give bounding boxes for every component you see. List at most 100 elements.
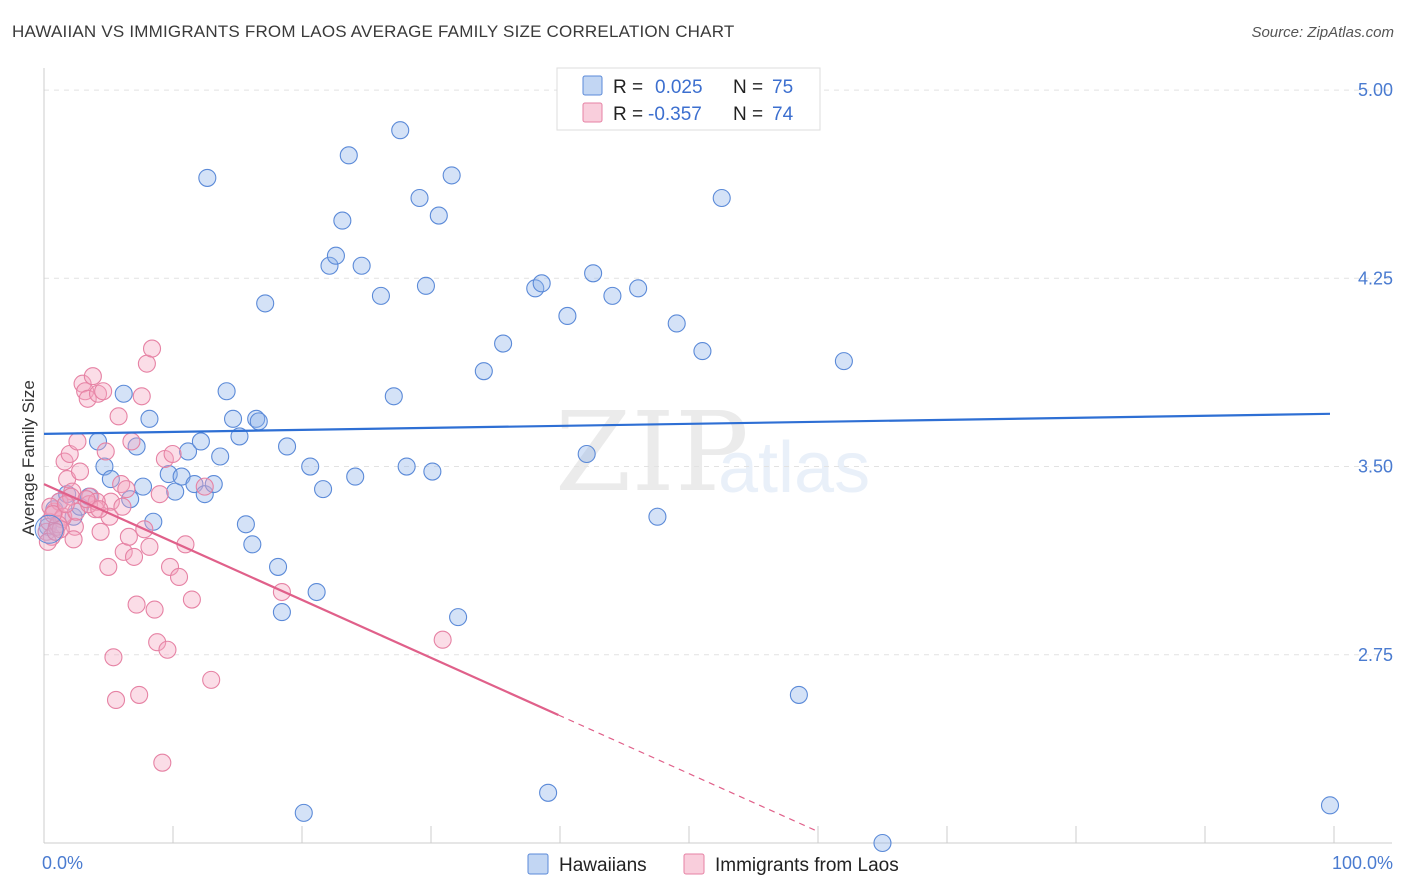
point-laos-52: [182, 590, 201, 609]
y-tick-label-3: 5.00: [1358, 80, 1393, 100]
legend-r-value-laos: -0.357: [648, 104, 702, 125]
point-hawaiians-26: [217, 382, 236, 401]
point-hawaiians-47: [371, 286, 390, 305]
source-label: Source: ZipAtlas.com: [1251, 24, 1394, 41]
point-hawaiians-46: [352, 256, 371, 275]
point-hawaiians-70: [712, 188, 731, 208]
point-hawaiians-51: [410, 188, 429, 208]
point-hawaiians-37: [294, 803, 313, 822]
bottom-legend-swatch-laos: [683, 853, 705, 875]
axes: [43, 68, 1392, 844]
x-tick-label-0: 0.0%: [42, 853, 83, 873]
point-laos-28: [109, 407, 128, 426]
legend-n-value-laos: 74: [772, 104, 794, 125]
point-hawaiians-14: [140, 409, 159, 428]
trend-lines: [43, 412, 1331, 831]
point-hawaiians-45: [346, 467, 365, 486]
point-laos-16: [78, 389, 97, 408]
watermark: ZIP atlas: [555, 388, 870, 516]
point-hawaiians-40: [314, 480, 333, 499]
point-hawaiians-12: [127, 437, 146, 456]
point-laos-31: [117, 480, 136, 499]
point-hawaiians-28: [230, 427, 249, 446]
trend-line-hawaiians: [43, 412, 1331, 436]
point-laos-48: [160, 557, 180, 576]
point-hawaiians-53: [423, 462, 442, 481]
point-hawaiians-29: [236, 515, 255, 534]
point-laos-26: [104, 648, 123, 667]
point-hawaiians-15: [144, 512, 163, 531]
point-hawaiians-74: [1320, 796, 1340, 815]
point-hawaiians-23: [198, 168, 217, 187]
y-tick-label-2: 4.25: [1358, 268, 1393, 288]
legend-n-label-hawaiians: N =: [733, 77, 763, 98]
point-hawaiians-39: [307, 582, 326, 602]
point-laos-42: [145, 600, 164, 619]
point-laos-40: [140, 537, 159, 556]
point-hawaiians-21: [191, 432, 210, 451]
y-axis-label: Average Family Size: [19, 380, 38, 536]
point-hawaiians-33: [256, 294, 275, 313]
point-hawaiians-52: [416, 276, 435, 295]
point-hawaiians-73: [873, 833, 892, 853]
bottom-legend: Hawaiians Immigrants from Laos: [527, 853, 899, 876]
point-laos-47: [158, 640, 177, 659]
point-laos-22: [94, 382, 113, 401]
bottom-legend-label-laos: Immigrants from Laos: [715, 855, 899, 876]
point-hawaiians-11: [121, 490, 140, 509]
legend-swatch-laos: [582, 102, 603, 123]
point-laos-37: [132, 387, 151, 406]
legend-r-value-hawaiians: 0.025: [655, 77, 703, 98]
y-tick-labels: 2.75 3.50 4.25 5.00: [1358, 80, 1393, 665]
point-hawaiians-64: [584, 264, 603, 283]
x-tick-labels: 0.0% 100.0%: [42, 853, 1393, 873]
point-laos-67: [43, 505, 63, 524]
point-laos-49: [163, 444, 182, 464]
point-hawaiians-22: [195, 485, 214, 504]
point-laos-23: [96, 442, 115, 461]
point-hawaiians-25: [211, 447, 230, 466]
point-hawaiians-67: [648, 507, 667, 526]
point-laos-32: [119, 527, 138, 546]
point-laos-73: [56, 495, 75, 514]
y-tick-label-1: 3.50: [1358, 457, 1393, 477]
legend-n-value-hawaiians: 75: [772, 77, 793, 98]
bottom-legend-swatch-hawaiians: [527, 853, 549, 875]
point-hawaiians-54: [429, 206, 448, 225]
point-hawaiians-58: [494, 334, 513, 353]
point-hawaiians-31: [247, 409, 266, 428]
point-laos-35: [127, 595, 146, 614]
point-laos-43: [148, 633, 167, 652]
point-hawaiians-13: [133, 477, 153, 496]
point-hawaiians-61: [539, 783, 558, 802]
legend-swatch-hawaiians: [582, 75, 603, 96]
point-hawaiians-32: [249, 412, 268, 431]
point-laos-21: [91, 522, 110, 541]
watermark-zip: ZIP: [555, 388, 749, 516]
point-hawaiians-9: [101, 470, 120, 489]
point-hawaiians-66: [629, 279, 648, 298]
point-hawaiians-cluster: [34, 514, 64, 544]
gridlines: [44, 89, 1392, 656]
point-hawaiians-17: [166, 482, 185, 501]
point-laos-24: [99, 557, 118, 576]
point-laos-50: [169, 567, 189, 587]
point-laos-41: [142, 339, 162, 358]
point-laos-36: [130, 685, 149, 704]
point-laos-12: [68, 432, 87, 451]
point-laos-33: [122, 432, 141, 451]
point-hawaiians-50: [397, 457, 416, 476]
point-hawaiians-49: [391, 121, 410, 140]
point-hawaiians-34: [269, 557, 288, 576]
point-laos-72: [46, 522, 65, 541]
point-hawaiians-30: [243, 535, 262, 554]
point-laos-13: [70, 462, 90, 481]
chart-title: HAWAIIAN VS IMMIGRANTS FROM LAOS AVERAGE…: [12, 22, 735, 41]
point-laos-20: [88, 384, 108, 403]
watermark-atlas: atlas: [718, 428, 870, 508]
point-laos-69: [64, 530, 83, 549]
point-hawaiians-55: [442, 166, 461, 185]
x-tick-label-1: 100.0%: [1332, 853, 1393, 873]
point-laos-18: [83, 367, 102, 386]
